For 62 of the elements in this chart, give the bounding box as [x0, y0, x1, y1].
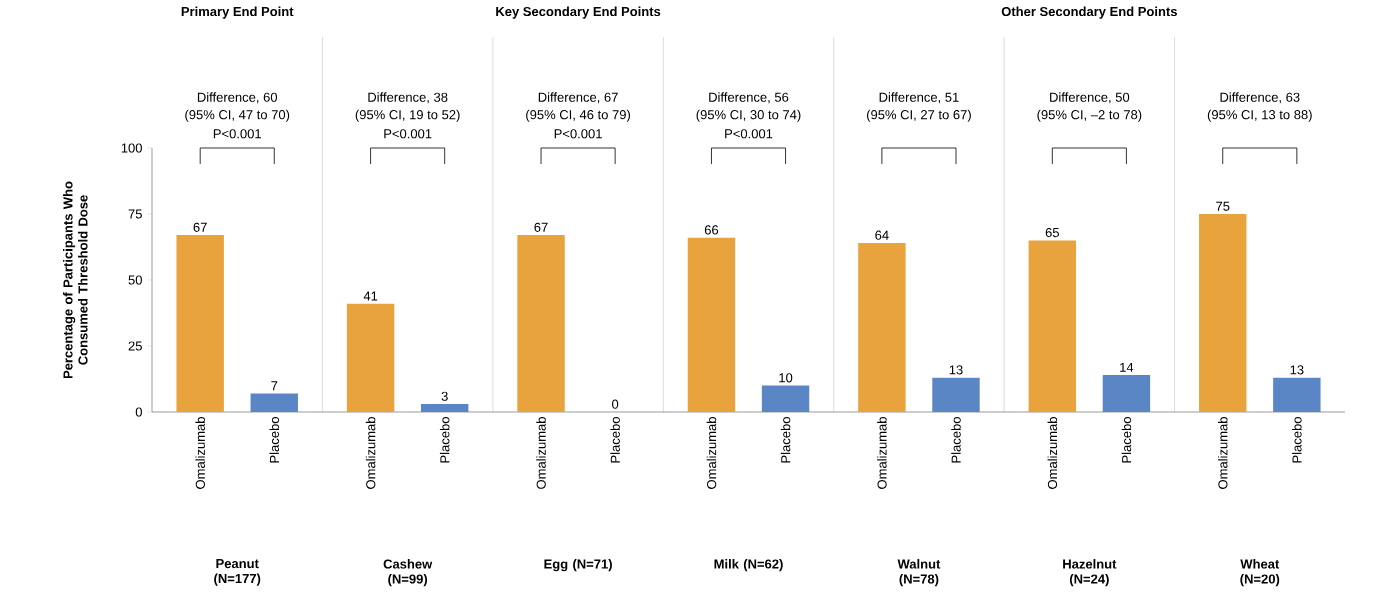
- text: (95% CI, 30 to 74): [696, 109, 801, 122]
- x-axis-title: Walnut (N=78): [897, 559, 941, 587]
- data-label: 10: [779, 373, 793, 383]
- text: Difference, 56: [709, 92, 789, 104]
- y-tick-label: 50: [128, 275, 142, 285]
- x-axis-title: Cashew (N=99): [383, 559, 433, 587]
- x-tick-label: Omalizumab: [195, 417, 205, 489]
- x-tick-label: Omalizumab: [877, 417, 887, 489]
- x-tick-label: Placebo: [780, 417, 791, 463]
- x-tick-label: Placebo: [1292, 417, 1302, 463]
- data-label: 13: [949, 365, 963, 375]
- text: Difference, 63: [1220, 92, 1300, 104]
- chart-title: Primary End Point: [181, 6, 294, 19]
- x-tick-label: Omalizumab: [706, 417, 717, 489]
- data-label: 67: [534, 222, 548, 232]
- text: (95% CI, 46 to 79): [526, 109, 631, 122]
- y-tick-label: 0: [135, 407, 142, 417]
- text: P<0.001: [554, 129, 602, 139]
- x-axis-title: Wheat (N=20): [1240, 559, 1280, 587]
- x-tick-label: Placebo: [951, 417, 961, 463]
- data-label: 41: [363, 291, 378, 301]
- text: P<0.001: [384, 129, 432, 139]
- x-tick-label: Omalizumab: [1217, 417, 1228, 489]
- x-tick-label: Omalizumab: [536, 417, 546, 489]
- text: Difference, 50: [1050, 92, 1130, 104]
- x-tick-label: Omalizumab: [365, 417, 376, 489]
- x-tick-label: Omalizumab: [1047, 417, 1058, 489]
- text: P<0.001: [725, 129, 773, 139]
- data-label: 75: [1216, 201, 1230, 211]
- x-tick-label: Placebo: [269, 417, 280, 463]
- data-label: 65: [1045, 227, 1059, 238]
- text: (95% CI, 47 to 70): [185, 109, 290, 122]
- text: (95% CI, 13 to 88): [1207, 109, 1312, 122]
- x-axis-title: Milk (N=62): [714, 559, 783, 572]
- text: (95% CI, –2 to 78): [1037, 109, 1142, 122]
- text: Difference, 67: [538, 92, 618, 104]
- data-label: 14: [1120, 362, 1134, 372]
- text: (95% CI, 27 to 67): [866, 109, 971, 122]
- text: (95% CI, 19 to 52): [355, 109, 460, 122]
- y-tick-label: 75: [128, 209, 142, 219]
- x-axis-title: Peanut (N=177): [214, 559, 261, 586]
- x-axis-title: Hazelnut (N=24): [1063, 559, 1117, 587]
- text: Difference, 51: [879, 92, 959, 104]
- text: Difference, 38: [368, 92, 448, 104]
- chart-title: Key Secondary End Points: [496, 6, 661, 19]
- y-axis-title: Percentage of Participants Who Consumed Threshold Dose: [63, 181, 88, 379]
- data-label: 66: [704, 225, 719, 235]
- text: Difference, 60: [197, 92, 278, 104]
- x-tick-label: Placebo: [610, 417, 620, 463]
- x-axis-title: Egg (N=71): [544, 559, 612, 572]
- x-tick-label: Placebo: [439, 417, 450, 463]
- data-label: 64: [875, 230, 889, 240]
- x-tick-label: Placebo: [1121, 417, 1132, 463]
- text: P<0.001: [213, 129, 261, 139]
- y-tick-label: 100: [121, 143, 142, 153]
- data-label: 7: [271, 381, 278, 391]
- chart-title: Other Secondary End Points: [1001, 6, 1177, 19]
- data-label: 3: [441, 391, 448, 401]
- data-label: 67: [193, 222, 207, 232]
- y-tick-label: 25: [128, 341, 142, 351]
- data-label: 13: [1290, 365, 1304, 375]
- data-label: 0: [612, 399, 619, 409]
